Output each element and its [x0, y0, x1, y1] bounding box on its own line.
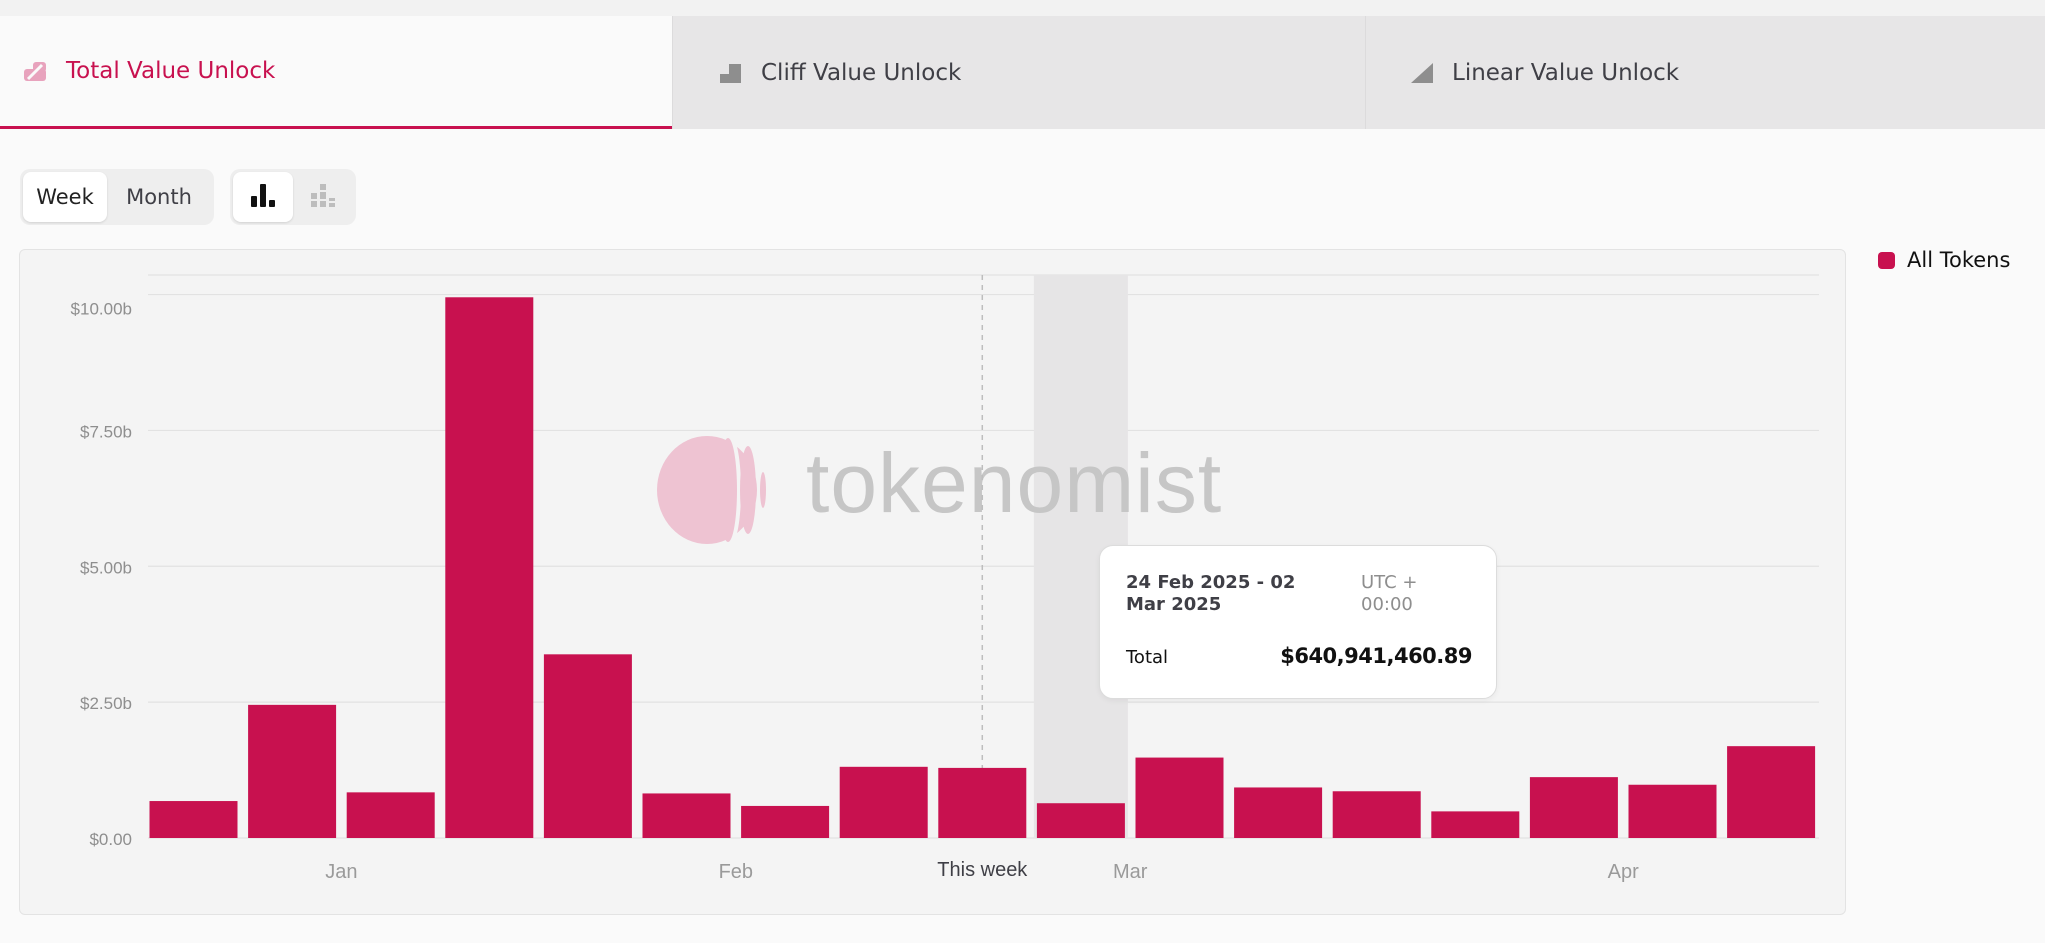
bar: [1529, 777, 1618, 838]
x-axis-labels: Jan Feb Mar Apr: [325, 861, 1639, 883]
bar-chart-icon: [250, 182, 276, 213]
bar: [741, 805, 830, 838]
bar: [938, 767, 1027, 838]
tab-label: Total Value Unlock: [66, 58, 276, 84]
grid-lines: [148, 274, 1819, 839]
y-tick-label: $10.00b: [71, 300, 132, 319]
linear-unlock-icon: [1410, 62, 1434, 84]
bar: [1431, 811, 1520, 838]
x-tick-label: Mar: [1113, 861, 1148, 883]
bar: [543, 654, 632, 838]
top-strip: [0, 0, 2045, 16]
tab-cliff-value-unlock[interactable]: Cliff Value Unlock: [672, 16, 1365, 129]
y-axis-ticks: $0.00 $2.50b $5.00b $7.50b $10.00b: [71, 300, 132, 849]
tab-total-value-unlock[interactable]: Total Value Unlock: [0, 16, 672, 129]
unlock-tabs: Total Value Unlock Cliff Value Unlock Li…: [0, 16, 2045, 129]
bar: [445, 297, 534, 838]
bar: [149, 801, 238, 838]
legend-label: All Tokens: [1907, 248, 2011, 272]
y-tick-label: $5.00b: [80, 558, 132, 577]
bar: [346, 792, 435, 838]
chart-tooltip: 24 Feb 2025 - 02 Mar 2025 UTC + 00:00 To…: [1099, 545, 1497, 699]
bar: [1332, 791, 1421, 838]
total-unlock-icon: [24, 60, 48, 82]
cliff-unlock-icon: [719, 62, 743, 84]
bar: [248, 704, 337, 838]
tooltip-total-value: $640,941,460.89: [1280, 644, 1472, 668]
bar: [839, 766, 928, 838]
stacked-bar-chart-button[interactable]: [293, 172, 353, 222]
view-toggle: [230, 169, 356, 225]
y-tick-label: $2.50b: [80, 694, 132, 713]
y-tick-label: $7.50b: [80, 422, 132, 441]
bar: [1234, 787, 1323, 838]
bar: [1727, 746, 1816, 838]
bar: [1135, 757, 1224, 838]
tooltip-date-range: 24 Feb 2025 - 02 Mar 2025: [1126, 572, 1296, 615]
bars: [149, 297, 1816, 838]
tab-linear-value-unlock[interactable]: Linear Value Unlock: [1365, 16, 2045, 129]
x-tick-label: Apr: [1608, 861, 1639, 883]
watermark-text: tokenomist: [806, 436, 1222, 530]
tooltip-timezone: UTC + 00:00: [1361, 572, 1418, 615]
bar: [642, 793, 731, 838]
week-button[interactable]: Week: [23, 172, 107, 222]
tooltip-total-label: Total: [1126, 647, 1169, 668]
x-tick-label: Jan: [325, 861, 357, 883]
legend-swatch: [1878, 251, 1895, 269]
chart-legend[interactable]: All Tokens: [1878, 248, 2010, 272]
this-week-label: This week: [937, 859, 1028, 881]
bar-chart-button[interactable]: [233, 172, 293, 222]
watermark-logo: tokenomist: [657, 436, 1222, 544]
chart-controls: Week Month: [20, 169, 356, 225]
month-button[interactable]: Month: [126, 185, 192, 209]
stacked-bar-chart-icon: [310, 182, 336, 213]
x-tick-label: Feb: [719, 861, 753, 883]
y-tick-label: $0.00: [89, 830, 132, 849]
tab-label: Linear Value Unlock: [1452, 59, 1680, 86]
tab-label: Cliff Value Unlock: [761, 59, 962, 86]
bar: [1628, 784, 1717, 838]
bar: [1036, 803, 1125, 838]
period-toggle: Week Month: [20, 169, 214, 225]
